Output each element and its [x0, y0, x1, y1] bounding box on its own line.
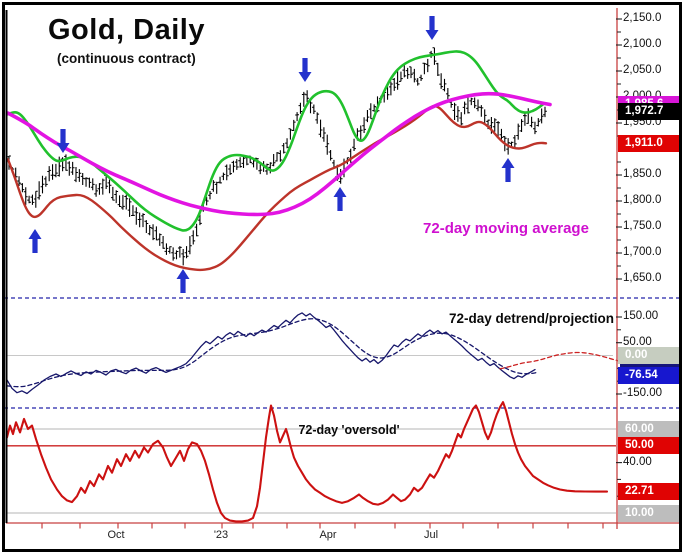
- x-axis-label: Jul: [423, 529, 439, 541]
- y-axis-label: 2,100.0: [623, 38, 662, 50]
- buy-signal-arrow: [28, 229, 42, 253]
- y-axis-label: 1,750.0: [623, 220, 662, 232]
- sell-signal-arrow: [298, 58, 312, 82]
- x-axis-label: Oct: [107, 529, 125, 541]
- boxed-value-label: 1,972.7: [618, 102, 682, 120]
- detrend-annotation: 72-day detrend/projection: [448, 311, 614, 326]
- boxed-value-label: 60.00: [618, 420, 682, 438]
- buy-signal-arrow: [333, 187, 347, 211]
- chart-subtitle: (continuous contract): [57, 51, 196, 66]
- moving-average-annotation: 72-day moving average: [423, 220, 589, 237]
- y-axis-label: 50.00: [623, 335, 652, 348]
- chart-title: Gold, Daily: [48, 14, 205, 46]
- x-axis-label: Apr: [319, 529, 337, 541]
- y-axis-label: -150.00: [623, 387, 663, 399]
- buy-signal-arrow: [501, 158, 515, 182]
- y-axis-label: 150.00: [623, 309, 659, 322]
- boxed-value-label: -76.54: [618, 366, 682, 384]
- buy-signal-arrow: [176, 269, 190, 293]
- oversold-annotation: 72-day 'oversold': [298, 423, 400, 437]
- y-axis-label: 1,800.0: [623, 194, 662, 206]
- boxed-value-label: 1,911.0: [618, 134, 682, 152]
- sell-signal-arrow: [56, 129, 70, 153]
- y-axis-label: 1,700.0: [623, 246, 662, 258]
- y-axis-label: 1,650.0: [623, 272, 662, 284]
- boxed-value-label: 50.00: [618, 437, 682, 455]
- boxed-value-label: 22.71: [618, 483, 682, 501]
- sell-signal-arrow: [425, 16, 439, 40]
- x-axis-label: '23: [213, 529, 229, 541]
- y-axis-label: 40.00: [623, 455, 652, 468]
- y-axis-label: 2,150.0: [623, 12, 662, 24]
- boxed-value-label: 0.00: [618, 347, 682, 364]
- boxed-value-label: 10.00: [618, 504, 682, 522]
- y-axis-label: 2,050.0: [623, 64, 662, 76]
- y-axis-label: 1,850.0: [623, 168, 662, 180]
